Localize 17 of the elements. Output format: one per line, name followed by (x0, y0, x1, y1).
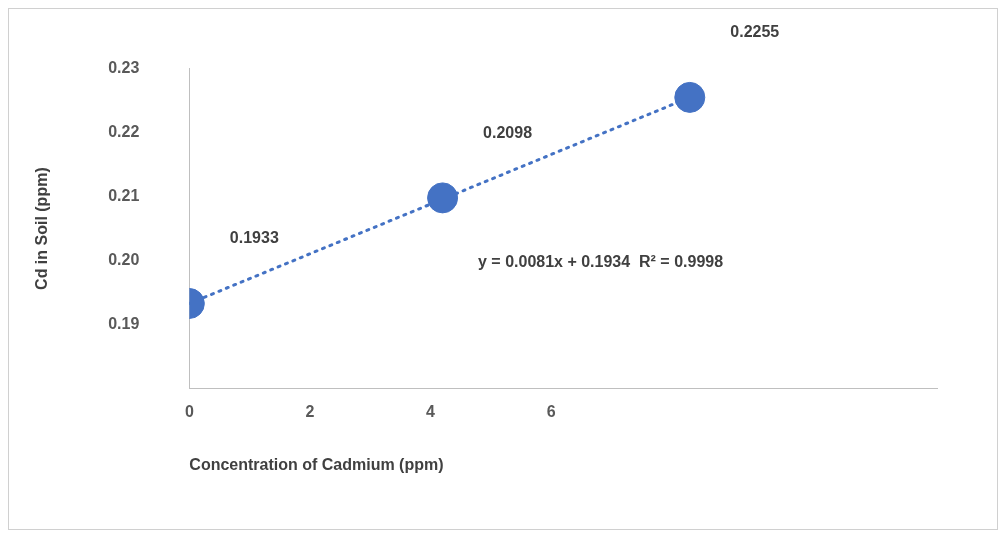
x-tick-label: 4 (426, 402, 436, 420)
y-tick-label: 0.20 (108, 251, 140, 269)
point (674, 81, 706, 113)
annotation: y = 0.0081x + 0.1934 R² = 0.9998 (478, 253, 724, 270)
y-tick-label: 0.19 (108, 315, 140, 333)
point (427, 182, 459, 214)
y-tick-label: 0.21 (108, 187, 140, 205)
x-axis-title: Concentration of Cadmium (ppm) (189, 455, 444, 473)
x-tick-label: 2 (305, 402, 315, 420)
y-tick-label: 0.22 (108, 123, 140, 141)
data-label: 0.2255 (730, 23, 780, 41)
data-label: 0.1933 (229, 229, 279, 247)
data-label: 0.2098 (483, 123, 533, 141)
x-tick-label: 6 (546, 402, 556, 420)
y-axis-title: Cd in Soil (ppm) (33, 167, 51, 290)
x-tick-label: 0 (184, 402, 194, 420)
y-tick-label: 0.23 (108, 59, 140, 77)
